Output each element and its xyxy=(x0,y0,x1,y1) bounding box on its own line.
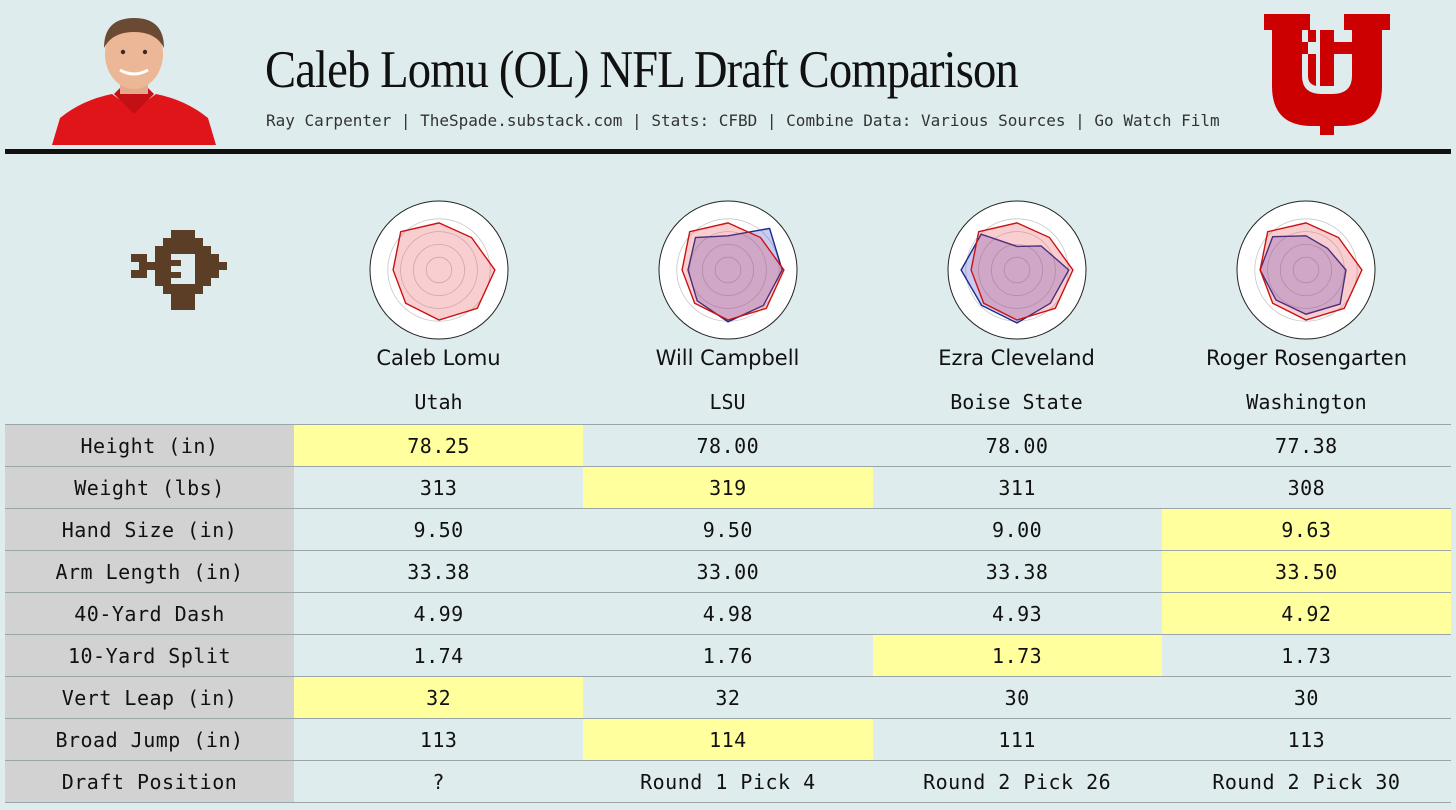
table-cell: 32 xyxy=(294,676,584,719)
table-cell: 9.63 xyxy=(1161,508,1451,551)
header: Caleb Lomu (OL) NFL Draft Comparison Ray… xyxy=(0,0,1456,154)
table-cell: 308 xyxy=(1161,466,1451,509)
radar-grid-ring xyxy=(714,256,742,284)
table-cell: 33.38 xyxy=(294,550,584,593)
row-label: Arm Length (in) xyxy=(5,550,294,593)
row-label: Vert Leap (in) xyxy=(5,676,294,719)
radar-grid-ring xyxy=(978,231,1056,309)
row-label: Hand Size (in) xyxy=(5,508,294,551)
table-cell: 4.93 xyxy=(872,592,1162,635)
table-cell: 4.92 xyxy=(1161,592,1451,635)
table-cell: 9.00 xyxy=(872,508,1162,551)
player-school: Boise State xyxy=(950,390,1083,414)
table-cell: ? xyxy=(294,760,584,803)
table-cell: 78.00 xyxy=(872,424,1162,467)
table-cell: 111 xyxy=(872,718,1162,761)
player-name: Will Campbell xyxy=(655,346,800,370)
table-cell: 113 xyxy=(294,718,584,761)
table-cell: 114 xyxy=(583,718,873,761)
radar-grid-ring xyxy=(1254,218,1358,322)
radar-grid-ring xyxy=(1292,256,1320,284)
table-cell: 30 xyxy=(872,676,1162,719)
header-divider xyxy=(5,149,1451,154)
spade-pixel-logo-icon xyxy=(131,230,227,310)
row-label: 10-Yard Split xyxy=(5,634,294,677)
table-cell: 33.00 xyxy=(583,550,873,593)
table-row: Height (in) 78.25 78.00 78.00 77.38 xyxy=(5,424,1451,467)
radar-comp-polygon xyxy=(687,227,783,323)
radar-background xyxy=(658,200,798,340)
table-cell: 77.38 xyxy=(1161,424,1451,467)
radar-grid-ring xyxy=(413,244,466,297)
radar-grid-ring xyxy=(1280,244,1333,297)
player-headshot-icon xyxy=(52,14,216,145)
radar-background xyxy=(947,200,1087,340)
table-cell: 4.98 xyxy=(583,592,873,635)
player-school: Washington xyxy=(1246,390,1367,414)
row-label: Draft Position xyxy=(5,760,294,803)
row-label: 40-Yard Dash xyxy=(5,592,294,635)
table-cell: 30 xyxy=(1161,676,1451,719)
table-cell: 78.25 xyxy=(294,424,584,467)
row-label: Broad Jump (in) xyxy=(5,718,294,761)
table-row: Weight (lbs) 313 319 311 308 xyxy=(5,466,1451,509)
table-cell: 33.50 xyxy=(1161,550,1451,593)
table-cell: 313 xyxy=(294,466,584,509)
row-label: Weight (lbs) xyxy=(5,466,294,509)
player-name: Ezra Cleveland xyxy=(938,346,1095,370)
table-cell: Round 2 Pick 30 xyxy=(1161,760,1451,803)
table-cell: 1.73 xyxy=(872,634,1162,677)
table-cell: 78.00 xyxy=(583,424,873,467)
radar-comp-polygon xyxy=(1259,235,1347,315)
table-cell: 319 xyxy=(583,466,873,509)
page-subtitle: Ray Carpenter | TheSpade.substack.com | … xyxy=(266,111,1220,130)
radar-grid-ring xyxy=(387,218,491,322)
table-row: 40-Yard Dash 4.99 4.98 4.93 4.92 xyxy=(5,592,1451,635)
radar-grid-ring xyxy=(1267,231,1345,309)
player-school: Utah xyxy=(414,390,463,414)
radar-grid-ring xyxy=(689,231,767,309)
radar-chart-cleveland xyxy=(947,200,1087,340)
radar-background xyxy=(369,200,509,340)
table-row: Hand Size (in) 9.50 9.50 9.00 9.63 xyxy=(5,508,1451,551)
radar-chart-campbell xyxy=(658,200,798,340)
table-row: Vert Leap (in) 32 32 30 30 xyxy=(5,676,1451,719)
table-cell: 311 xyxy=(872,466,1162,509)
table-cell: Round 1 Pick 4 xyxy=(583,760,873,803)
radar-prospect-polygon xyxy=(392,222,496,321)
table-row: Broad Jump (in) 113 114 111 113 xyxy=(5,718,1451,761)
player-school: LSU xyxy=(709,390,746,414)
radar-grid-ring xyxy=(1003,256,1031,284)
player-name: Roger Rosengarten xyxy=(1205,346,1408,370)
table-cell: 9.50 xyxy=(294,508,584,551)
radar-grid-ring xyxy=(991,244,1044,297)
table-cell: 1.76 xyxy=(583,634,873,677)
radar-chart-lomu xyxy=(369,200,509,340)
radar-grid-ring xyxy=(425,256,453,284)
comparison-table: Height (in) 78.25 78.00 78.00 77.38 Weight (l… xyxy=(5,424,1451,803)
radar-grid-ring xyxy=(400,231,478,309)
row-label: Height (in) xyxy=(5,424,294,467)
page-title: Caleb Lomu (OL) NFL Draft Comparison xyxy=(265,41,1019,99)
player-name: Caleb Lomu xyxy=(376,346,501,370)
table-cell: 4.99 xyxy=(294,592,584,635)
radar-chart-rosengarten xyxy=(1236,200,1376,340)
table-cell: Round 2 Pick 26 xyxy=(872,760,1162,803)
table-cell: 113 xyxy=(1161,718,1451,761)
radar-comp-polygon xyxy=(960,233,1070,324)
table-row: 10-Yard Split 1.74 1.76 1.73 1.73 xyxy=(5,634,1451,677)
radar-prospect-polygon xyxy=(681,222,785,321)
table-cell: 1.74 xyxy=(294,634,584,677)
table-cell: 33.38 xyxy=(872,550,1162,593)
radar-grid-ring xyxy=(702,244,755,297)
table-row: Arm Length (in) 33.38 33.00 33.38 33.50 xyxy=(5,550,1451,593)
utah-utes-logo-icon xyxy=(1262,14,1392,135)
table-cell: 1.73 xyxy=(1161,634,1451,677)
radar-prospect-polygon xyxy=(970,222,1074,321)
table-row: Draft Position? Round 1 Pick 4 Round 2 Pic… xyxy=(5,760,1451,803)
radar-prospect-polygon xyxy=(1259,222,1363,321)
table-cell: 32 xyxy=(583,676,873,719)
table-cell: 9.50 xyxy=(583,508,873,551)
